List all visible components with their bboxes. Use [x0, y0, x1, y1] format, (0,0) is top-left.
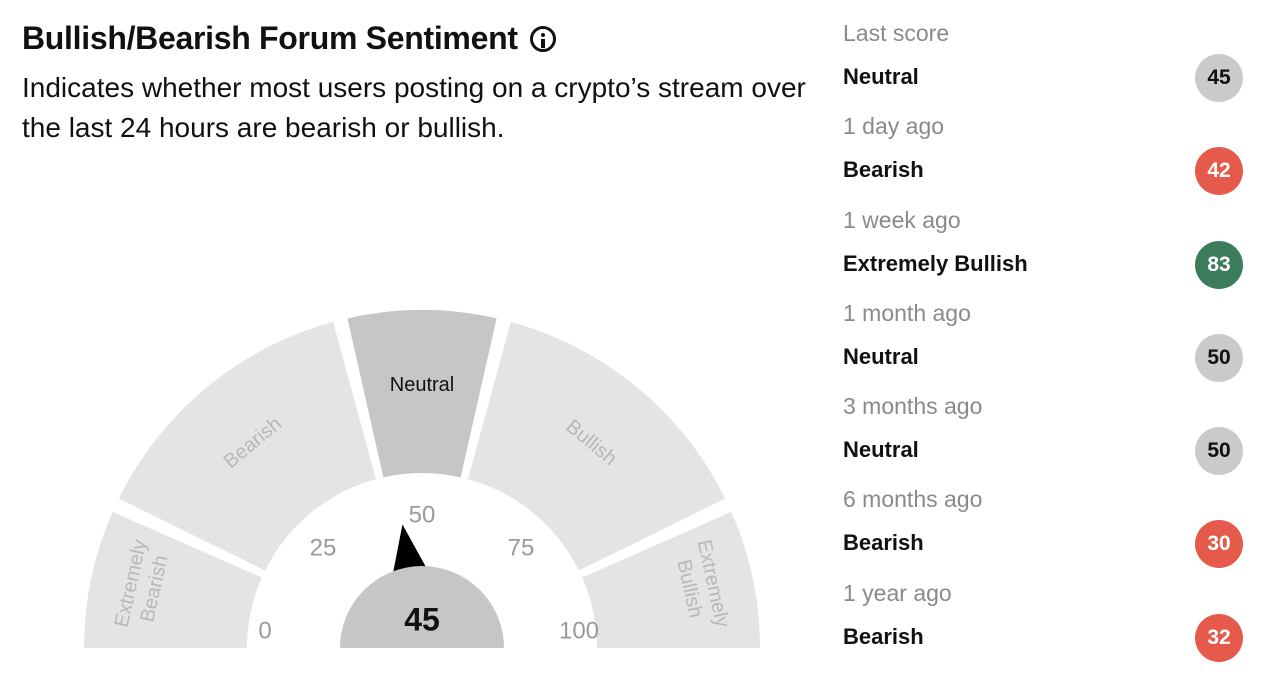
history-sentiment-label: Bearish: [843, 530, 924, 556]
title-text: Bullish/Bearish Forum Sentiment: [22, 20, 518, 56]
history-timeframe: Last score: [843, 20, 950, 46]
history-sentiment-label: Neutral: [843, 64, 919, 89]
history-item: 6 months ago Bearish 30: [843, 480, 1243, 573]
history-item: Last score Neutral 45: [843, 14, 1243, 107]
gauge-segment-neutral: [347, 310, 497, 478]
gauge-hub: [340, 566, 504, 648]
history-score-badge: 50: [1195, 427, 1243, 476]
history-score-badge: 32: [1195, 613, 1243, 662]
gauge-segment-extremely-bullish: [582, 511, 760, 648]
gauge-segment-bearish: [118, 321, 376, 571]
score-history-list: Last score Neutral 45 1 day ago Bearish 42 1 w…: [843, 14, 1243, 667]
history-sentiment-label: Bearish: [843, 157, 924, 183]
history-timeframe: 1 week ago: [843, 206, 961, 233]
gauge-tick-label: 50: [409, 501, 436, 528]
gauge-tick-label: 75: [508, 534, 535, 561]
gauge-tick-label: 25: [310, 534, 337, 561]
history-score-badge: 83: [1195, 240, 1243, 289]
history-score-badge: 45: [1195, 54, 1243, 102]
gauge-segment-label: Neutral: [390, 374, 454, 396]
gauge-value: 45: [404, 601, 440, 637]
history-sentiment-label: Neutral: [843, 437, 919, 463]
history-item: 3 months ago Neutral 50: [843, 387, 1243, 480]
history-score-badge: 42: [1195, 147, 1243, 196]
page-title: Bullish/Bearish Forum Sentiment: [22, 20, 556, 57]
sentiment-gauge: ExtremelyBearishBearishNeutralBullishExt…: [0, 310, 840, 650]
gauge-segment-bullish: [468, 321, 726, 571]
info-circle-icon[interactable]: [529, 25, 556, 52]
history-score-badge: 50: [1195, 333, 1243, 382]
history-timeframe: 3 months ago: [843, 393, 983, 420]
gauge-segment-label: ExtremelyBearish: [111, 538, 175, 635]
history-item: 1 week ago Extremely Bullish 83: [843, 201, 1243, 294]
gauge-tick-label: 100: [559, 617, 599, 644]
history-timeframe: 1 year ago: [843, 579, 952, 606]
history-item: 1 year ago Bearish 32: [843, 574, 1243, 667]
history-item: 1 day ago Bearish 42: [843, 107, 1243, 200]
history-timeframe: 1 month ago: [843, 299, 971, 326]
history-sentiment-label: Neutral: [843, 343, 919, 369]
gauge-segment-extremely-bearish: [84, 511, 262, 648]
page-description: Indicates whether most users posting on …: [22, 72, 806, 143]
history-timeframe: 1 day ago: [843, 113, 945, 140]
history-sentiment-label: Bearish: [843, 623, 924, 649]
history-score-badge: 30: [1195, 520, 1243, 569]
gauge-tick-label: 0: [258, 617, 271, 644]
history-item: 1 month ago Neutral 50: [843, 294, 1243, 387]
history-sentiment-label: Extremely Bullish: [843, 250, 1028, 276]
history-timeframe: 6 months ago: [843, 486, 983, 513]
